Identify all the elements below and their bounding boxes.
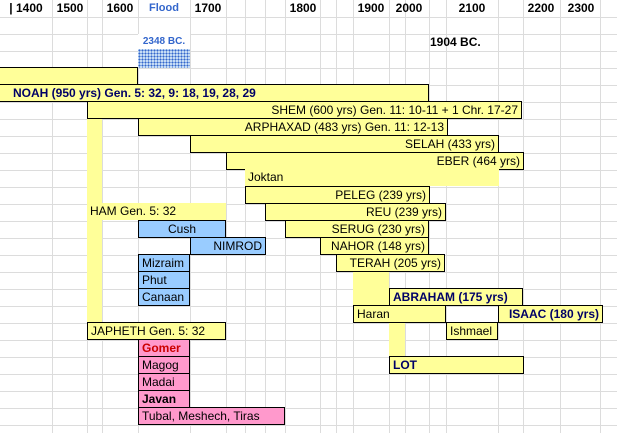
year-header-1700: 1700 bbox=[190, 0, 226, 17]
year-header-1900: 1900 bbox=[353, 0, 389, 17]
grid-row-line bbox=[0, 340, 617, 341]
grid-row-line bbox=[0, 408, 617, 409]
terah-bar: TERAH (205 yrs) bbox=[336, 254, 445, 272]
year-header-2000: 2000 bbox=[391, 0, 427, 17]
shem-bar: SHEM (600 yrs) Gen. 11: 10-11 + 1 Chr. 1… bbox=[87, 101, 522, 119]
year-header-1400: | 1400 bbox=[0, 0, 52, 17]
gomer-bar: Gomer bbox=[138, 339, 190, 357]
grid-row-line bbox=[0, 425, 617, 426]
nahor-bar: NAHOR (148 yrs) bbox=[320, 237, 429, 255]
nimrod-bar: NIMROD bbox=[190, 237, 266, 255]
ishmael-bar: Ishmael bbox=[446, 322, 498, 340]
madai-bar: Madai bbox=[138, 373, 190, 391]
noah-bar-start bbox=[0, 67, 138, 85]
year-header-2200: 2200 bbox=[523, 0, 559, 17]
grid-row-line bbox=[0, 51, 617, 52]
arphaxad-bar: ARPHAXAD (483 yrs) Gen. 11: 12-13 bbox=[138, 118, 448, 136]
peleg-bar: PELEG (239 yrs) bbox=[245, 186, 430, 204]
ham-bar: HAM Gen. 5: 32 bbox=[87, 203, 226, 220]
genealogy-timeline-sheet: | 1400 1500 1600 Flood 1700 1800 1900 20… bbox=[0, 0, 617, 433]
grid-column-line bbox=[245, 0, 246, 433]
grid-column-line bbox=[560, 0, 561, 433]
flood-label: Flood bbox=[138, 0, 190, 17]
year-header-1500: 1500 bbox=[52, 0, 88, 17]
eber-bar: EBER (464 yrs) bbox=[226, 152, 524, 170]
canaan-bar: Canaan bbox=[138, 288, 190, 306]
mizraim-bar: Mizraim bbox=[138, 254, 190, 272]
year-header-1800: 1800 bbox=[285, 0, 321, 17]
phut-bar: Phut bbox=[138, 271, 190, 289]
javan-bar: Javan bbox=[138, 390, 190, 408]
grid-row-line bbox=[0, 391, 617, 392]
grid-column-line bbox=[52, 0, 53, 433]
year-header-1600: 1600 bbox=[102, 0, 138, 17]
year-header-2300: 2300 bbox=[563, 0, 599, 17]
lot-bar: LOT bbox=[389, 356, 524, 374]
serug-bar: SERUG (230 yrs) bbox=[285, 220, 429, 238]
grid-row-line bbox=[0, 357, 617, 358]
grid-column-line bbox=[600, 0, 601, 433]
isaac-bar: ISAAC (180 yrs) bbox=[498, 305, 603, 323]
joktan-bar: Joktan bbox=[245, 169, 499, 186]
flood-marker bbox=[138, 49, 190, 68]
grid-row-line bbox=[0, 17, 617, 18]
flood-date: 2348 BC. bbox=[138, 34, 190, 49]
year-header-2100: 2100 bbox=[446, 0, 498, 17]
magog-bar: Magog bbox=[138, 356, 190, 374]
noah-bar: NOAH (950 yrs) Gen. 5: 32, 9: 18, 19, 28… bbox=[0, 84, 429, 102]
reu-bar: REU (239 yrs) bbox=[265, 203, 446, 221]
selah-bar: SELAH (433 yrs) bbox=[190, 135, 499, 153]
grid-column-line bbox=[226, 0, 227, 433]
cush-bar: Cush bbox=[138, 220, 226, 238]
abraham-birth-date: 1904 BC. bbox=[430, 34, 550, 51]
japheth-bar: JAPHETH Gen. 5: 32 bbox=[87, 322, 226, 340]
grid-row-line bbox=[0, 374, 617, 375]
abraham-bar: ABRAHAM (175 yrs) bbox=[389, 288, 523, 306]
haran-bar: Haran bbox=[353, 305, 446, 323]
tubal-meshech-tiras-bar: Tubal, Meshech, Tiras bbox=[138, 407, 285, 425]
noah-sons-connector bbox=[87, 101, 102, 339]
